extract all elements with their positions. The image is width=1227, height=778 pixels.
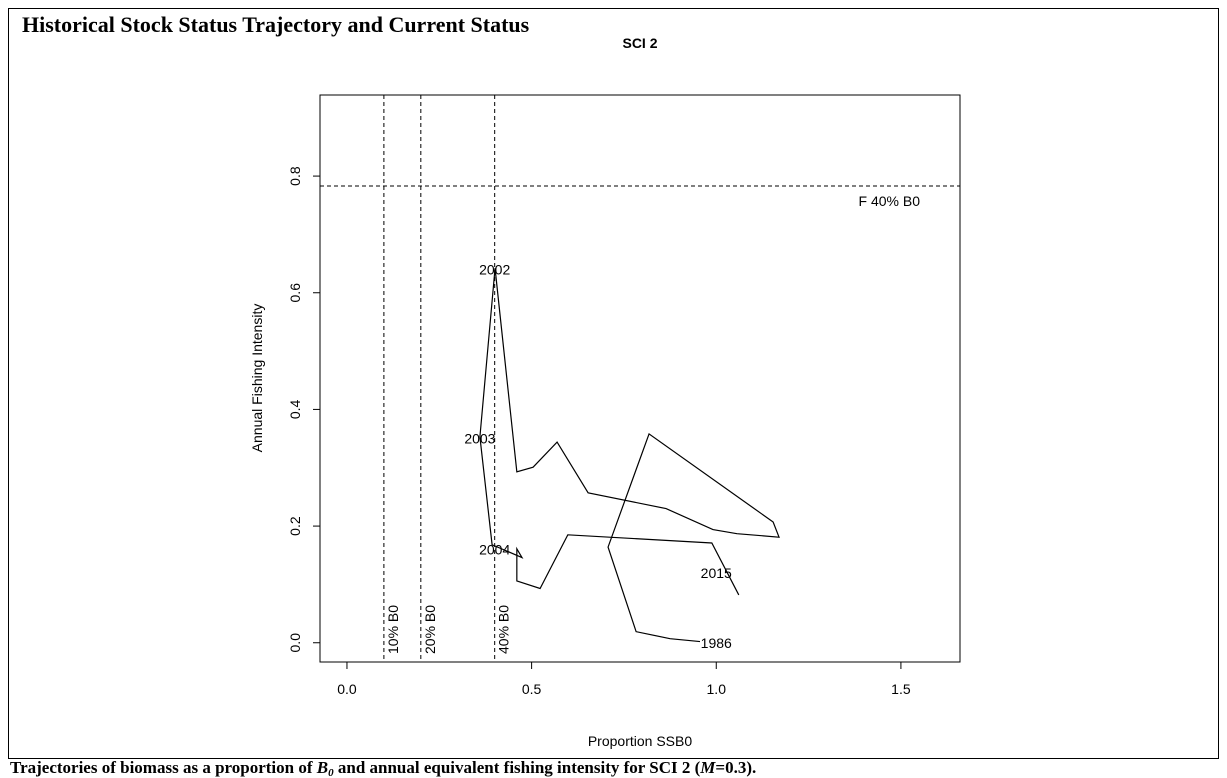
caption: Trajectories of biomass as a proportion …	[10, 758, 756, 778]
caption-text: 0	[328, 767, 334, 778]
x-tick-label: 0.5	[522, 681, 542, 697]
chart-subtitle: SCI 2	[622, 35, 657, 51]
reference-label: 10% B0	[385, 605, 401, 654]
point-label: 2004	[479, 541, 510, 557]
frame	[8, 8, 1219, 759]
point-label: 1986	[701, 635, 732, 651]
y-tick-label: 0.0	[287, 633, 303, 653]
y-tick-label: 0.4	[287, 399, 303, 419]
point-label: 2015	[701, 565, 732, 581]
reference-label: 20% B0	[422, 605, 438, 654]
x-axis-label: Proportion SSB0	[588, 733, 692, 749]
chart-title: Historical Stock Status Trajectory and C…	[22, 12, 530, 37]
caption-text: B	[316, 758, 328, 777]
reference-label: F 40% B0	[859, 193, 921, 209]
caption-text: and annual equivalent fishing intensity …	[334, 758, 701, 777]
y-tick-label: 0.8	[287, 166, 303, 186]
caption-text: =0.3).	[715, 758, 756, 777]
x-tick-label: 1.5	[891, 681, 911, 697]
plot-box	[319, 94, 961, 663]
y-tick-label: 0.6	[287, 283, 303, 303]
x-tick-label: 0.0	[337, 681, 357, 697]
point-label: 2002	[479, 261, 510, 277]
point-label: 2003	[464, 431, 495, 447]
reference-label: 40% B0	[496, 605, 512, 654]
x-tick-label: 1.0	[707, 681, 727, 697]
y-tick-label: 0.2	[287, 516, 303, 536]
caption-text: M	[699, 758, 716, 777]
trajectory-line	[479, 268, 780, 643]
caption-text: Trajectories of biomass as a proportion …	[10, 758, 317, 777]
y-axis-label: Annual Fishing Intensity	[249, 304, 265, 453]
